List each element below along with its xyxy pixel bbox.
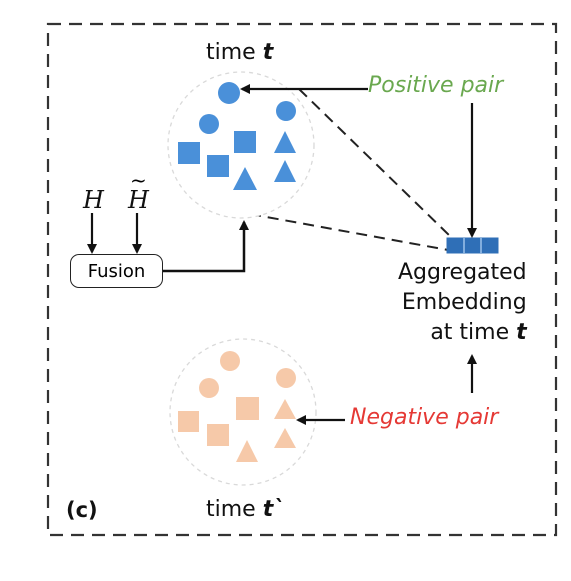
h-tilde-input-label: H [128,186,149,214]
positive-square-shape [207,155,229,177]
positive-triangle-shape [233,167,257,190]
negative-shapes [178,351,296,462]
negative-triangle-shape [274,428,296,448]
positive-triangle-shape [274,131,296,153]
negative-square-shape [207,424,229,446]
negative-circle-shape [276,368,296,388]
fusion-label: Fusion [87,260,146,282]
positive-circle-shape [218,82,240,104]
aggregated-line-1: Aggregated [398,260,527,285]
positive-square-shape [178,142,200,164]
fusion-output-arrow [163,220,249,273]
negative-triangle-shape [274,399,296,419]
negative-square-shape [236,397,259,420]
embedding-block [446,237,499,254]
panel-label: (c) [66,498,98,522]
positive-shapes [178,82,296,190]
aggregated-embedding-label: Aggregated Embedding at time t [398,258,527,348]
negative-circle-shape [199,378,219,398]
tilde-mark: ~ [130,168,147,192]
positive-circle-shape [199,114,219,134]
aggregated-line-2: Embedding [401,290,527,315]
time-t-label: time t [206,40,274,65]
fusion-box: Fusion [70,254,163,288]
negative-circle-shape [220,351,240,371]
panel-frame [46,22,558,537]
positive-square-shape [234,131,256,153]
positive-triangle-shape [274,160,296,182]
connector-dashed-bottom [249,213,449,251]
aggregated-line-3: at time t [430,320,527,345]
time-t-prime-label: time t` [206,497,285,522]
connector-dashed-top [298,88,453,239]
positive-circle-shape [276,101,296,121]
negative-pair-label: Negative pair [350,405,499,430]
h-input-label: H [83,186,104,214]
negative-square-shape [178,411,199,432]
positive-pair-label: Positive pair [368,73,504,98]
negative-triangle-shape [236,440,258,462]
